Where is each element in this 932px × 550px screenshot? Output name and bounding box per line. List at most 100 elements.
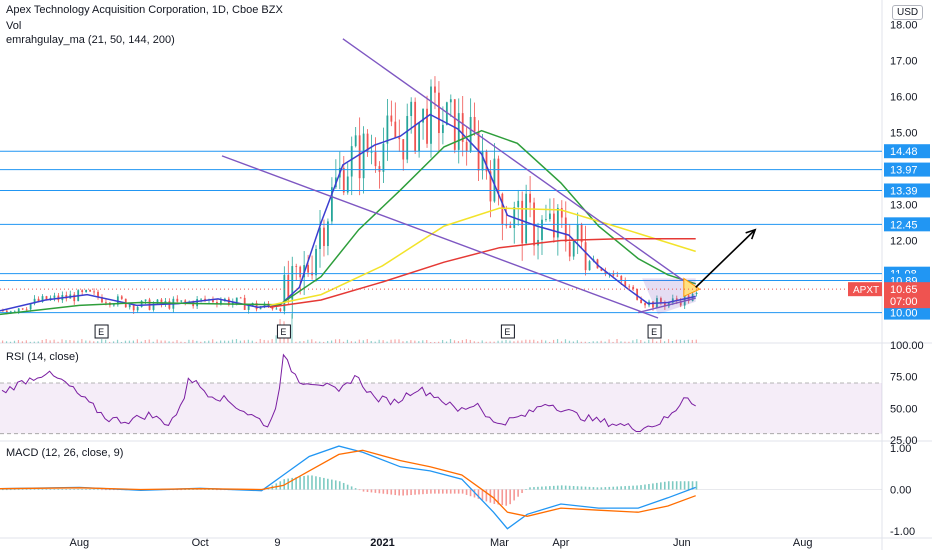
macd-hist-bar [37,489,40,490]
macd-hist-bar [69,489,71,490]
volume-bar [315,341,317,343]
volume-bar [41,339,43,343]
candle-body [390,115,393,122]
volume-bar [406,340,408,343]
candle-body [378,166,381,172]
volume-bar [461,340,464,343]
macd-hist-bar [517,489,519,497]
arrow-line [695,229,756,288]
volume-bar [572,341,575,343]
volume-bar [37,341,39,343]
candle-body [247,305,250,310]
candle-body [441,124,444,134]
candle-body [330,187,333,222]
volume-bar [533,339,535,343]
volume-bar [73,340,75,343]
candle-body [644,303,646,306]
macd-hist-bar [334,480,337,490]
time-tick-label: Jun [673,537,691,549]
macd-hist-bar [180,489,182,491]
volume-bar [156,339,158,343]
volume-bar [584,341,586,343]
macd-hist-bar [65,489,68,490]
volume-bar [683,340,685,343]
macd-hist-bar [568,485,571,490]
candle-body [299,266,302,278]
time-tick-label: 9 [274,537,280,549]
volume-bar [521,340,523,343]
candle-body [283,274,286,311]
macd-hist-bar [327,478,329,490]
macd-tick-label: 0.00 [890,485,911,497]
volume-bar [188,339,190,343]
volume-bar [410,340,412,343]
candle-body [628,286,631,288]
macd-hist-bar [315,476,317,490]
volume-bar [604,341,606,343]
candle-body [521,200,524,244]
volume-bar [612,341,614,343]
volume-bar [61,339,63,343]
candle-body [576,224,579,241]
candle-body [216,302,218,304]
macd-hist-bar [556,485,559,490]
macd-hist-bar [406,489,408,496]
macd-hist-bar [545,486,547,490]
candle-body [41,296,44,302]
macd-hist-bar [509,489,511,505]
candle-body [604,270,607,275]
volume-bar [65,340,67,343]
candle-body [588,261,591,271]
volume-bar [640,340,642,343]
signal-line [0,449,696,517]
volume-bar [545,340,547,343]
macd-hist-bar [17,489,20,491]
volume-bar [568,340,571,343]
earnings-marker-label: E [651,327,657,337]
volume-bar [398,339,400,343]
volume-bar [695,339,697,343]
candle-body [275,308,278,310]
volume-bar [382,340,384,343]
time-tick-label: Oct [192,537,209,549]
macd-hist-bar [469,489,472,497]
macd-hist-bar [303,475,305,490]
macd-hist-bar [580,486,583,490]
currency-button[interactable]: USD [892,5,924,20]
macd-hist-bar [656,482,658,490]
volume-bar [303,341,305,343]
macd-hist-bar [592,487,595,490]
triangle-pattern [683,277,701,298]
volume-bar [29,341,31,343]
candle-body [418,122,421,152]
volume-bar [517,340,519,343]
candle-body [481,151,484,171]
volume-bar [663,341,666,343]
macd-hist-bar [402,489,404,496]
time-tick-label: Mar [490,537,509,549]
macd-hist-bar [477,489,480,499]
volume-bar [564,339,567,343]
last-price-tag [884,282,930,309]
volume-bar [675,339,678,343]
candle-body [679,300,682,306]
candle-body [180,300,183,302]
volume-bar [239,340,242,343]
candle-body [112,304,115,306]
candle-body [73,294,76,302]
candle-body [5,310,8,314]
candle-body [410,101,413,116]
volume-bar [560,341,563,343]
volume-bar [652,339,654,343]
volume-bar [477,341,479,343]
volume-bar [243,340,245,343]
volume-bar [97,341,99,343]
candle-body [541,219,543,240]
macd-hist-bar [319,477,321,490]
volume-bar [85,340,87,343]
volume-bar [105,339,107,343]
macd-hist-bar [663,481,666,490]
macd-hist-bar [184,489,186,491]
volume-bar [208,340,210,343]
